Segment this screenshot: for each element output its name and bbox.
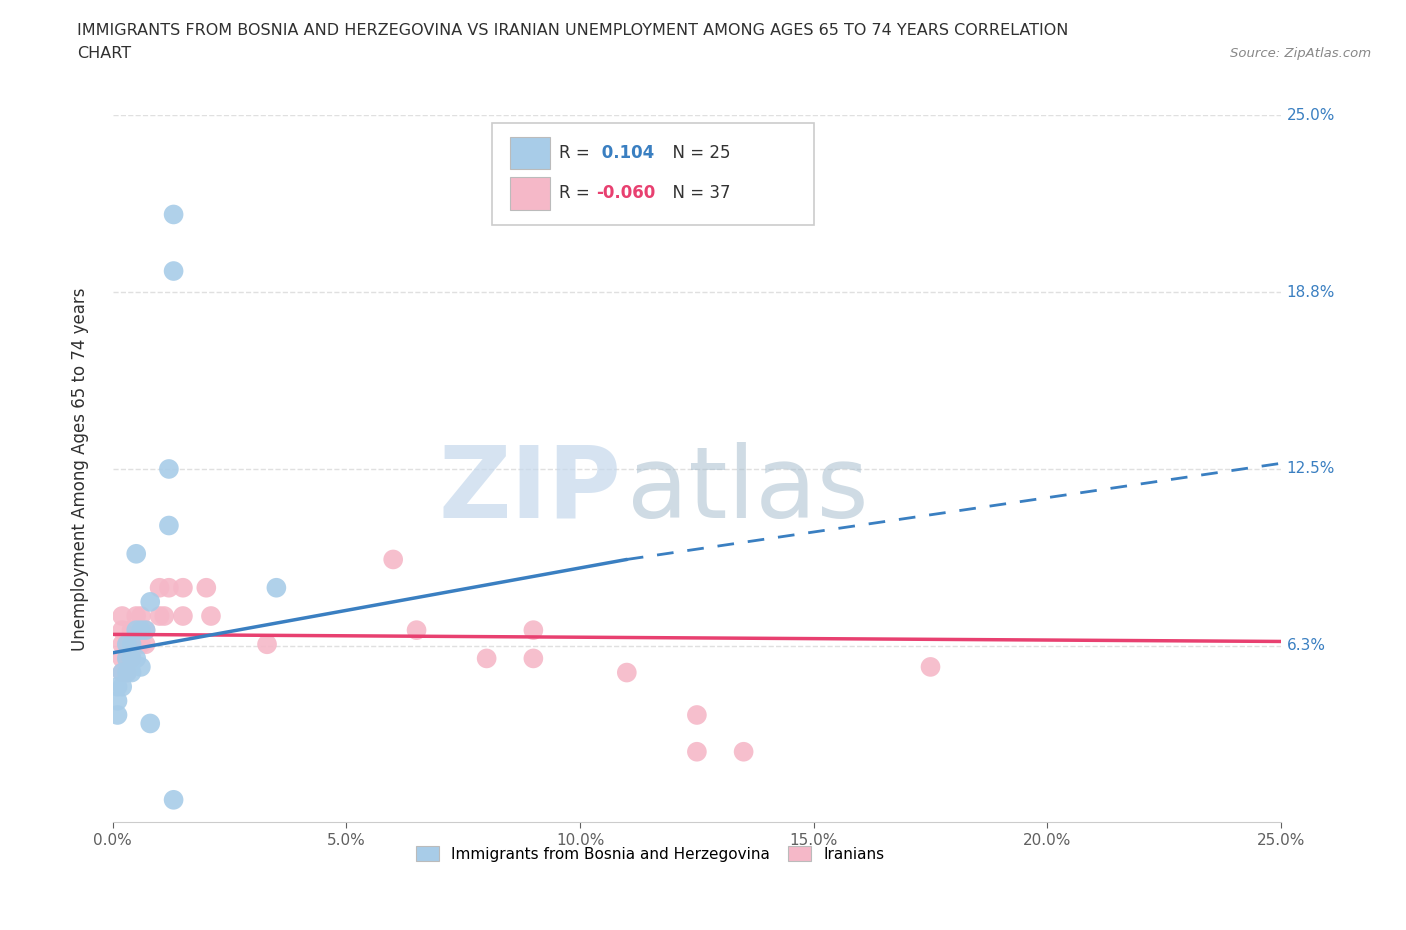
Text: 12.5%: 12.5% (1286, 461, 1336, 476)
Point (125, 637, 148, 652)
Point (111, 665, 134, 680)
Point (115, 651, 138, 666)
Text: atlas: atlas (627, 442, 869, 538)
Point (686, 744, 709, 759)
Point (121, 651, 143, 666)
Point (405, 623, 427, 638)
Text: N = 25: N = 25 (662, 144, 730, 162)
Point (111, 637, 134, 652)
Point (162, 263, 184, 278)
Point (172, 608, 194, 623)
Point (172, 580, 194, 595)
Point (129, 659, 152, 674)
Y-axis label: Unemployment Among Ages 65 to 74 years: Unemployment Among Ages 65 to 74 years (72, 287, 89, 651)
Point (157, 580, 180, 595)
Point (115, 637, 138, 652)
Point (121, 651, 143, 666)
Point (162, 792, 184, 807)
Point (382, 552, 405, 567)
Point (125, 623, 148, 638)
Text: 6.3%: 6.3% (1286, 638, 1326, 653)
Point (475, 651, 498, 666)
Text: 18.8%: 18.8% (1286, 285, 1336, 299)
Point (125, 608, 148, 623)
Point (195, 580, 218, 595)
Point (129, 623, 152, 638)
Point (148, 580, 170, 595)
Point (115, 665, 138, 680)
Point (107, 708, 129, 723)
FancyBboxPatch shape (492, 123, 814, 225)
Point (125, 651, 148, 666)
Point (162, 207, 184, 222)
FancyBboxPatch shape (510, 177, 550, 209)
Point (115, 665, 138, 680)
Text: -0.060: -0.060 (596, 184, 655, 202)
Point (733, 744, 755, 759)
Point (107, 679, 129, 694)
Text: IMMIGRANTS FROM BOSNIA AND HERZEGOVINA VS IRANIAN UNEMPLOYMENT AMONG AGES 65 TO : IMMIGRANTS FROM BOSNIA AND HERZEGOVINA V… (77, 23, 1069, 38)
Text: 0.104: 0.104 (596, 144, 655, 162)
Point (111, 623, 134, 638)
Point (121, 637, 143, 652)
Text: CHART: CHART (77, 46, 131, 61)
Text: ZIP: ZIP (439, 442, 621, 538)
FancyBboxPatch shape (510, 137, 550, 169)
Point (616, 665, 638, 680)
Point (148, 608, 170, 623)
Point (522, 651, 544, 666)
Point (111, 651, 134, 666)
Point (200, 608, 222, 623)
Point (129, 637, 152, 652)
Point (115, 651, 138, 666)
Text: Source: ZipAtlas.com: Source: ZipAtlas.com (1230, 46, 1371, 60)
Point (135, 623, 157, 638)
Point (129, 608, 152, 623)
Point (139, 716, 162, 731)
Point (135, 637, 157, 652)
Point (111, 608, 134, 623)
Point (157, 518, 180, 533)
Text: R =: R = (560, 184, 595, 202)
Point (920, 659, 942, 674)
Point (686, 708, 709, 723)
Point (256, 637, 278, 652)
Point (139, 594, 162, 609)
Point (135, 623, 157, 638)
Point (115, 637, 138, 652)
Legend: Immigrants from Bosnia and Herzegovina, Iranians: Immigrants from Bosnia and Herzegovina, … (409, 840, 890, 868)
Point (107, 694, 129, 709)
Point (111, 665, 134, 680)
Point (153, 608, 176, 623)
Point (266, 580, 288, 595)
Point (111, 679, 134, 694)
Point (121, 637, 143, 652)
Point (125, 546, 148, 561)
Point (522, 623, 544, 638)
Text: N = 37: N = 37 (662, 184, 730, 202)
Point (157, 461, 180, 476)
Point (129, 623, 152, 638)
Text: R =: R = (560, 144, 595, 162)
Point (121, 665, 143, 680)
Text: 25.0%: 25.0% (1286, 108, 1336, 123)
Point (121, 623, 143, 638)
